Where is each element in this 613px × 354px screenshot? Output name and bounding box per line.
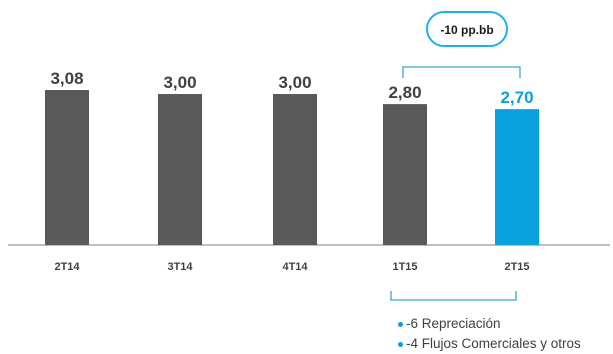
bottom-bracket [390,291,517,301]
bullet-icon [398,341,403,347]
bar-4t14 [273,94,317,245]
change-callout: -10 pp.bb [390,11,521,301]
breakdown-label: -4 Flujos Comerciales y otros [406,336,581,351]
callout-box [426,11,508,47]
breakdown-legend: -6 Repreciación -4 Flujos Comerciales y … [398,314,581,354]
x-tick-label: 1T15 [392,261,417,273]
value-label: 2,70 [500,88,533,107]
breakdown-item: -6 Repreciación [398,314,581,334]
bar-2t15 [495,109,539,245]
top-bracket [402,66,521,78]
bar-3t14 [158,94,202,245]
x-tick-label: 3T14 [167,261,193,273]
callout-label: -10 pp.bb [440,23,493,37]
value-label: 3,08 [50,69,83,88]
value-label: 2,80 [388,83,421,102]
value-label: 3,00 [278,73,311,92]
x-tick-label: 2T14 [54,261,80,273]
bar-2t14 [45,90,89,245]
x-tick-label: 2T15 [504,261,529,273]
bullet-icon [398,321,403,327]
x-tick-label: 4T14 [282,261,308,273]
breakdown-item: -4 Flujos Comerciales y otros [398,334,581,354]
breakdown-label: -6 Repreciación [406,316,501,331]
value-label: 3,00 [163,73,196,92]
bar-1t15 [383,104,427,245]
